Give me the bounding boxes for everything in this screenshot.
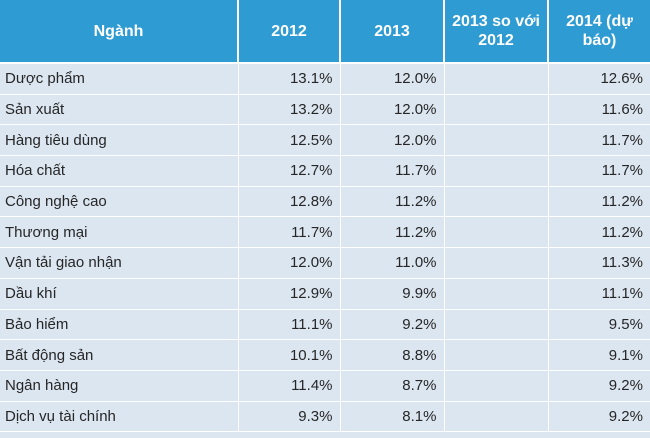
cell-2012: 12.0% [238,247,341,279]
cell-2013-vs-2012 [444,278,549,310]
cell-2013: 8.8% [340,339,445,371]
table-row: Sản xuất 13.2% 12.0% 11.6% [0,94,650,126]
cell-2013: 11.0% [340,247,445,279]
cell-2012: 13.2% [238,94,341,126]
header-2013: 2013 [340,0,445,64]
cell-2013: 8.7% [340,370,445,402]
cell-2013: 9.9% [340,278,445,310]
cell-industry: Bảo hiểm [0,309,239,341]
cell-industry: Dược phẩm [0,63,239,95]
cell-2013-vs-2012 [444,339,549,371]
cell-industry: Bất động sản [0,339,239,371]
cell-2013: 9.2% [340,309,445,341]
cell-2013: 12.0% [340,63,445,95]
cell-2014-forecast: 11.2% [548,186,650,218]
cell-2013-vs-2012 [444,216,549,249]
cell-2012: 10.1% [238,339,341,371]
cell-2014-forecast: 9.1% [548,339,650,371]
table-row: Bảo hiểm 11.1% 9.2% 9.5% [0,309,650,341]
cell-2014-forecast: 11.2% [548,216,650,249]
cell-2012: 12.8% [238,186,341,218]
cell-2013-vs-2012 [444,124,549,157]
header-2014-forecast: 2014 (dự báo) [548,0,650,64]
cell-2012: 9.3% [238,401,341,433]
cell-2013: 11.2% [340,216,445,249]
cell-2013-vs-2012 [444,94,549,126]
cell-2013: 8.1% [340,401,445,433]
cell-industry: Hóa chất [0,155,239,187]
cell-2013-vs-2012 [444,63,549,95]
cell-industry: Công nghệ cao [0,186,239,218]
cell-2012: 11.7% [238,216,341,249]
cell-2013-vs-2012 [444,186,549,218]
cell-2012: 11.4% [238,370,341,402]
table-row: Hàng tiêu dùng 12.5% 12.0% 11.7% [0,124,650,157]
table-row: Dầu khí 12.9% 9.9% 11.1% [0,278,650,310]
cell-2014-forecast: 9.2% [548,401,650,433]
cell-industry: Hàng tiêu dùng [0,124,239,157]
cell-2012: 12.5% [238,124,341,157]
cell-2013: 12.0% [340,94,445,126]
cell-2012: 13.1% [238,63,341,95]
header-industry: Ngành [0,0,239,64]
header-2013-vs-2012: 2013 so với 2012 [444,0,549,64]
cell-industry: Thương mại [0,216,239,249]
cell-2013: 12.0% [340,124,445,157]
table-row: Thương mại 11.7% 11.2% 11.2% [0,216,650,249]
cell-industry: Vận tải giao nhận [0,247,239,279]
cell-2014-forecast: 9.5% [548,309,650,341]
cell-2013-vs-2012 [444,370,549,402]
cell-industry: Dịch vụ tài chính [0,401,239,433]
table-row: Hóa chất 12.7% 11.7% 11.7% [0,155,650,187]
cell-2013: 11.7% [340,155,445,187]
cell-2012: 12.9% [238,278,341,310]
cell-2013-vs-2012 [444,309,549,341]
cell-2014-forecast: 11.1% [548,278,650,310]
cell-2012: 11.1% [238,309,341,341]
cell-2013: 11.2% [340,186,445,218]
cell-2013-vs-2012 [444,247,549,279]
cell-2014-forecast: 11.7% [548,155,650,187]
cell-2014-forecast: 9.2% [548,370,650,402]
cell-2014-forecast: 12.6% [548,63,650,95]
cell-2013-vs-2012 [444,155,549,187]
table-row: Bất động sản 10.1% 8.8% 9.1% [0,339,650,371]
table-row: Vận tải giao nhận 12.0% 11.0% 11.3% [0,247,650,279]
cell-2014-forecast: 11.6% [548,94,650,126]
cell-industry: Dầu khí [0,278,239,310]
table-row: Công nghệ cao 12.8% 11.2% 11.2% [0,186,650,218]
table-row: Dược phẩm 13.1% 12.0% 12.6% [0,63,650,95]
cell-2014-forecast: 11.3% [548,247,650,279]
cell-2013-vs-2012 [444,401,549,433]
cell-industry: Ngân hàng [0,370,239,402]
table-body: Dược phẩm 13.1% 12.0% 12.6% Sản xuất 13.2% 12.… [0,63,650,433]
table-row: Dịch vụ tài chính 9.3% 8.1% 9.2% [0,401,650,433]
table-row: Ngân hàng 11.4% 8.7% 9.2% [0,370,650,402]
cell-2012: 12.7% [238,155,341,187]
header-row: Ngành 2012 2013 2013 so với 2012 2014 (d… [0,0,650,64]
header-2012: 2012 [238,0,341,64]
cell-industry: Sản xuất [0,94,239,126]
cell-2014-forecast: 11.7% [548,124,650,157]
